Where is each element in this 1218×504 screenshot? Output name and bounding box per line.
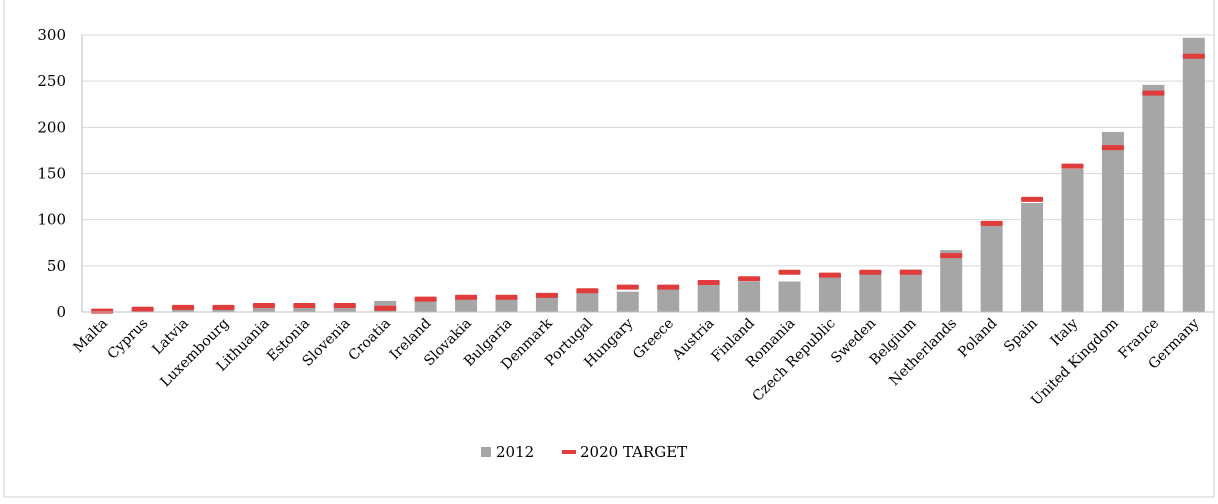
bar-2012 — [899, 269, 922, 312]
legend: 2012 2020 TARGET — [481, 443, 687, 461]
bar-2012 — [818, 275, 841, 312]
marker-2020-target — [414, 296, 437, 302]
legend-label-2012: 2012 — [496, 443, 534, 461]
bar-2012 — [940, 250, 963, 312]
marker-2020-target — [1142, 90, 1165, 96]
marker-2020-target — [1061, 163, 1084, 169]
bar-2012 — [1142, 84, 1165, 312]
markers-2020-target — [91, 53, 1205, 314]
y-tick-labels: 0 50 100 150 200 250 300 — [37, 26, 66, 321]
y-tick-label: 250 — [37, 72, 66, 90]
marker-2020-target — [252, 303, 275, 309]
marker-2020-target — [374, 305, 397, 311]
marker-2020-target — [940, 253, 963, 259]
bar-2012 — [1021, 203, 1044, 312]
bar-2012 — [1061, 168, 1084, 312]
y-tick-label: 50 — [47, 257, 66, 275]
marker-2020-target — [616, 284, 639, 290]
bar-2012 — [778, 281, 801, 312]
axes — [81, 35, 1214, 313]
marker-2020-target — [738, 276, 761, 282]
marker-2020-target — [859, 269, 882, 275]
marker-2020-target — [1021, 196, 1044, 202]
marker-2020-target — [495, 294, 518, 300]
marker-2020-target — [657, 284, 680, 290]
y-tick-label: 100 — [37, 211, 66, 229]
bar-2012 — [738, 281, 761, 312]
bar-2012 — [980, 224, 1003, 312]
bar-2012 — [455, 297, 478, 312]
bar-2012 — [657, 287, 680, 312]
marker-2020-target — [333, 303, 356, 309]
legend-swatch-2020-target — [562, 450, 576, 454]
legend-swatch-2012 — [481, 447, 491, 457]
marker-2020-target — [535, 292, 558, 298]
marker-2020-target — [899, 269, 922, 275]
marker-2020-target — [1182, 53, 1205, 59]
marker-2020-target — [1101, 145, 1124, 151]
bar-2012 — [333, 305, 356, 312]
bar-2012 — [1182, 37, 1205, 313]
y-tick-label: 150 — [37, 165, 66, 183]
marker-2020-target — [980, 220, 1003, 226]
marker-2020-target — [91, 308, 114, 314]
bar-2012 — [495, 297, 518, 312]
marker-2020-target — [172, 304, 195, 310]
bar-2012 — [293, 306, 316, 312]
marker-2020-target — [131, 306, 154, 312]
bar-2012 — [616, 291, 639, 312]
chart-border — [3, 0, 1215, 498]
marker-2020-target — [818, 272, 841, 278]
legend-label-2020-target: 2020 TARGET — [580, 443, 687, 461]
bar-2012 — [212, 308, 235, 312]
bar-2012 — [576, 291, 599, 312]
y-tick-label: 300 — [37, 26, 66, 44]
bar-2012 — [252, 306, 275, 312]
bar-2012 — [1101, 131, 1124, 312]
bar-2012 — [859, 270, 882, 312]
y-tick-label: 200 — [37, 118, 66, 136]
marker-2020-target — [778, 269, 801, 275]
y-tick-label: 0 — [56, 303, 66, 321]
marker-2020-target — [697, 279, 720, 285]
marker-2020-target — [293, 303, 316, 309]
bar-2012 — [535, 295, 558, 312]
bar-2012 — [697, 284, 720, 312]
marker-2020-target — [212, 304, 235, 310]
marker-2020-target — [455, 294, 478, 300]
gridlines — [82, 34, 1214, 267]
bar-2012 — [414, 299, 437, 312]
marker-2020-target — [576, 288, 599, 294]
